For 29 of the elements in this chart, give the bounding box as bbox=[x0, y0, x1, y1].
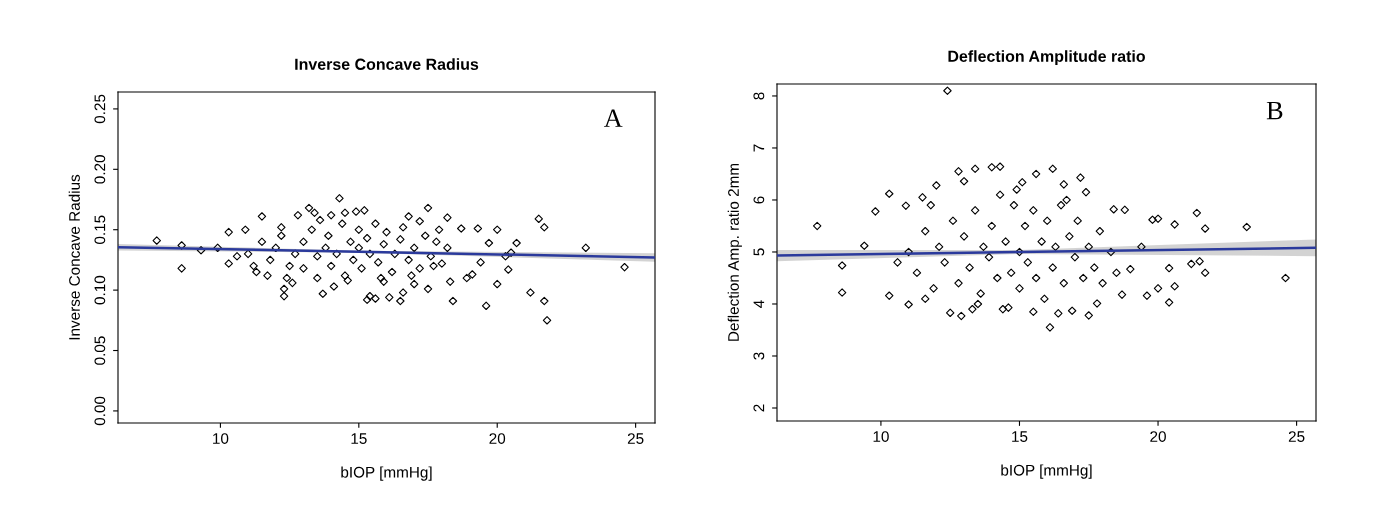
x-tick-label: 15 bbox=[1012, 431, 1028, 442]
y-tick-label: 0.25 bbox=[94, 94, 106, 124]
y-tick-label: 3 bbox=[753, 352, 765, 360]
x-tick-label: 25 bbox=[1288, 431, 1305, 442]
y-axis-title: Inverse Concave Radius bbox=[68, 174, 80, 340]
y-tick-label: 0.10 bbox=[94, 275, 106, 305]
x-tick-label: 15 bbox=[351, 433, 367, 444]
y-tick-label: 4 bbox=[753, 300, 765, 308]
y-tick-label: 6 bbox=[753, 196, 765, 204]
y-tick-label: 0.15 bbox=[94, 215, 106, 244]
x-tick-label: 20 bbox=[1150, 431, 1166, 442]
y-tick-label: 2 bbox=[753, 404, 765, 412]
x-tick-label: 10 bbox=[873, 431, 889, 442]
x-tick-label: 10 bbox=[213, 433, 229, 444]
y-tick-label: 0.05 bbox=[94, 336, 106, 365]
chart-title: Deflection Amplitude ratio bbox=[948, 50, 1145, 66]
y-tick-label: 7 bbox=[753, 144, 765, 152]
y-axis-title: Deflection Amp. ratio 2mm bbox=[727, 163, 742, 341]
y-tick-label: 8 bbox=[753, 92, 765, 100]
x-tick-label: 25 bbox=[627, 433, 644, 444]
x-axis-title: bIOP [mmHg] bbox=[1001, 464, 1092, 479]
y-tick-label: 0.20 bbox=[94, 155, 106, 184]
x-axis-title: bIOP [mmHg] bbox=[341, 466, 432, 481]
x-tick-label: 20 bbox=[489, 433, 506, 444]
y-tick-label: 0.00 bbox=[94, 396, 106, 426]
annotation: A bbox=[603, 109, 623, 127]
y-tick-label: 5 bbox=[753, 248, 765, 256]
annotation: B bbox=[1266, 101, 1283, 120]
chart-title: Inverse Concave Radius bbox=[295, 58, 479, 70]
